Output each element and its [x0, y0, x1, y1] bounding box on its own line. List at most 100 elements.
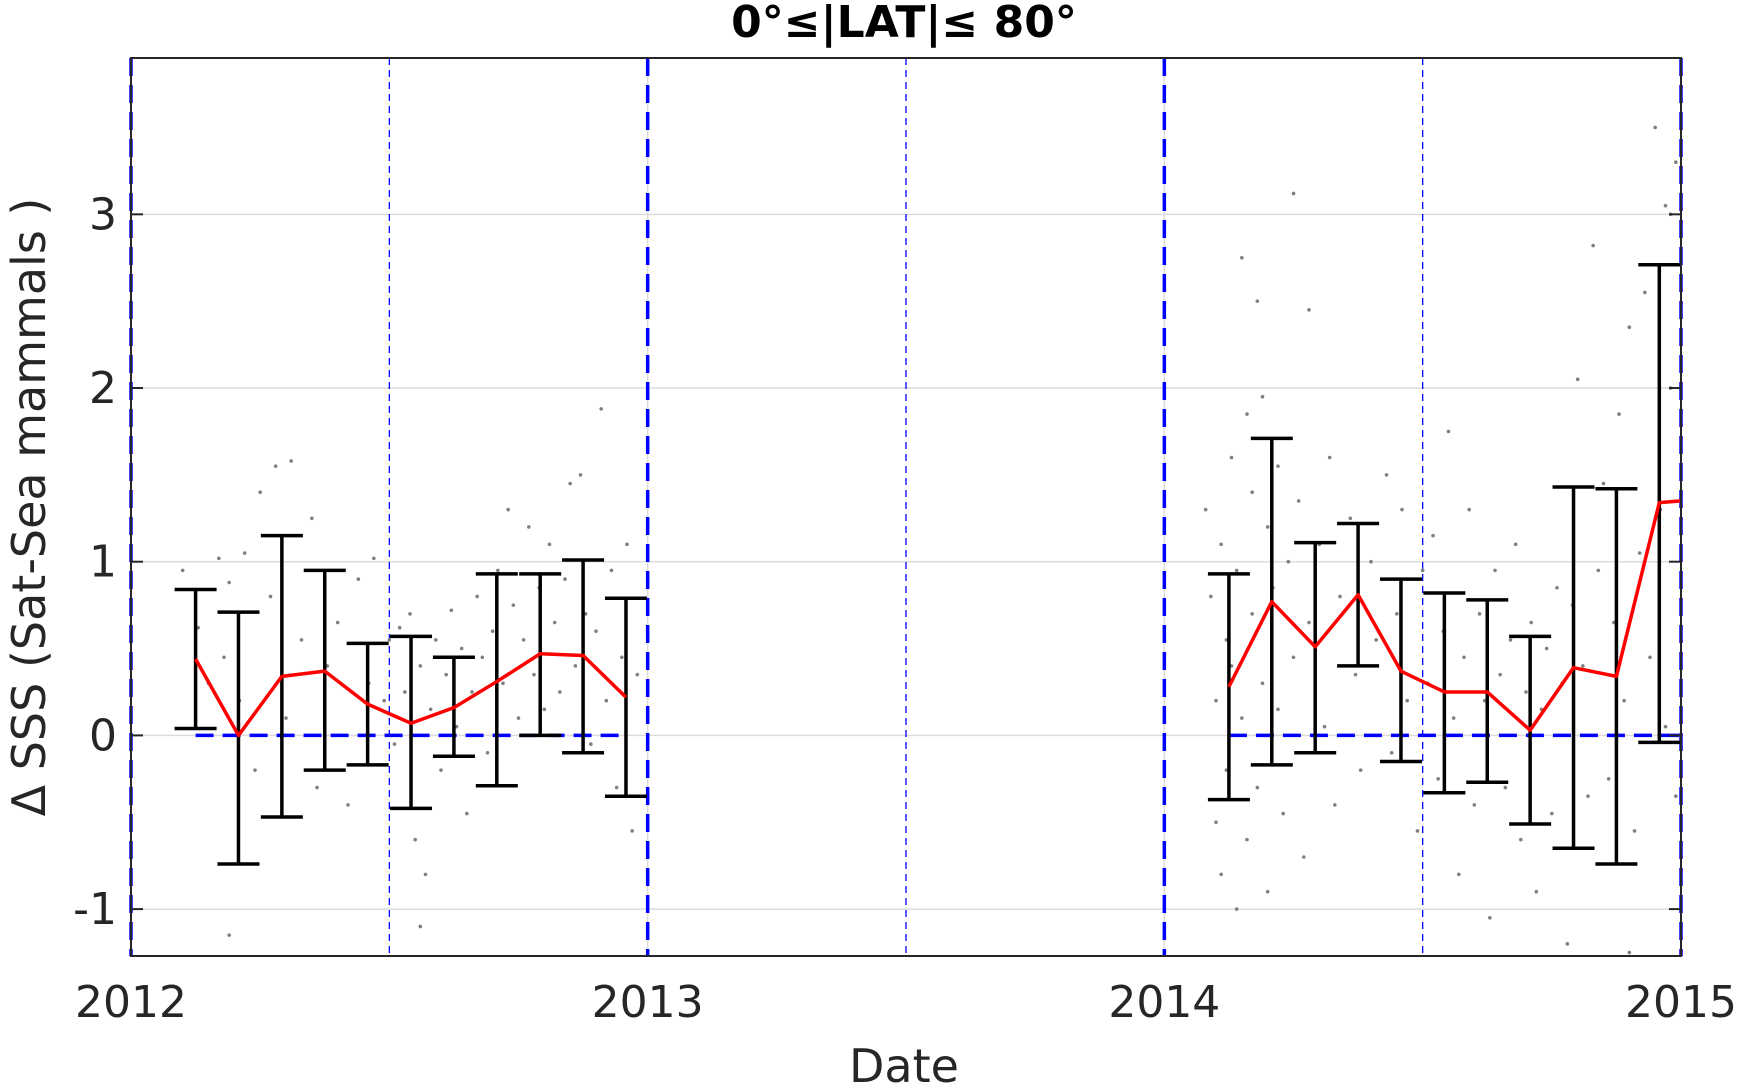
data-point: [1296, 499, 1301, 503]
data-point: [1477, 612, 1482, 616]
data-point: [1389, 750, 1394, 755]
data-point: [1565, 942, 1570, 946]
data-point: [1632, 829, 1637, 833]
data-point: [1544, 646, 1549, 651]
data-point: [1622, 698, 1626, 703]
data-point: [1451, 716, 1456, 720]
data-point: [1240, 255, 1244, 260]
data-point: [372, 556, 376, 561]
data-point: [511, 603, 516, 607]
data-point: [1291, 191, 1296, 196]
data-point: [506, 507, 510, 512]
data-point: [527, 525, 531, 529]
data-point: [1209, 594, 1213, 599]
data-point: [1302, 855, 1306, 859]
data-point: [413, 837, 417, 842]
data-point: [1575, 377, 1580, 382]
data-point: [1219, 542, 1223, 547]
data-point: [1637, 551, 1642, 555]
data-point: [1457, 872, 1461, 877]
mean-line: [194, 499, 1682, 738]
data-point: [470, 690, 474, 694]
data-point: [217, 556, 221, 561]
data-point: [1234, 907, 1239, 911]
data-point: [614, 785, 619, 790]
data-point: [1431, 533, 1435, 538]
data-point: [1446, 429, 1451, 434]
data-point: [1255, 785, 1260, 790]
data-point: [1586, 794, 1590, 799]
data-point: [459, 646, 464, 651]
y-tick-label: 2: [89, 363, 117, 414]
y-tick-label: -1: [73, 884, 117, 935]
data-point: [1307, 620, 1311, 625]
data-point: [1648, 655, 1652, 660]
data-point: [315, 785, 319, 790]
data-point: [1674, 794, 1678, 799]
data-point: [1348, 516, 1353, 521]
data-point: [1250, 490, 1254, 495]
data-point: [403, 690, 407, 694]
data-point: [501, 681, 505, 686]
data-point: [180, 568, 185, 573]
axes-box: [130, 57, 1682, 957]
data-point: [1508, 638, 1513, 642]
data-point: [1462, 655, 1466, 660]
data-point: [1467, 507, 1471, 512]
data-point: [568, 481, 572, 486]
data-point: [1524, 690, 1528, 694]
data-point: [335, 620, 340, 625]
data-point: [299, 638, 304, 642]
data-point: [356, 577, 361, 581]
data-point: [1214, 698, 1218, 703]
data-point: [1581, 664, 1585, 668]
mean-line-segment: [194, 652, 628, 738]
data-point: [635, 672, 640, 677]
data-point: [1214, 820, 1218, 825]
data-point: [1436, 777, 1440, 781]
data-point: [1488, 915, 1492, 920]
data-point: [418, 924, 423, 929]
data-point: [227, 933, 231, 937]
data-point: [1250, 612, 1254, 616]
data-point: [273, 464, 278, 468]
data-point: [475, 594, 479, 599]
data-point: [1327, 455, 1332, 460]
y-axis-label: Δ SSS (Sat-Sea mammals ): [2, 198, 56, 817]
data-point: [1276, 707, 1280, 712]
data-point: [1203, 507, 1208, 512]
x-tick-label: 2014: [1108, 977, 1220, 1028]
x-tick-label: 2015: [1625, 977, 1737, 1028]
data-point: [227, 580, 231, 585]
data-point: [449, 608, 454, 613]
data-point: [620, 655, 624, 660]
y-tick-label: 3: [89, 189, 117, 240]
data-point: [465, 811, 469, 816]
data-point: [242, 551, 247, 555]
data-point: [1265, 525, 1270, 529]
data-point: [1322, 724, 1327, 729]
error-bar: [217, 610, 260, 866]
data-point: [1617, 412, 1621, 416]
x-tick-label: 2012: [75, 977, 187, 1028]
data-point: [310, 516, 314, 521]
data-point: [1286, 559, 1291, 564]
data-point: [630, 829, 634, 833]
data-point: [1596, 568, 1601, 573]
data-point: [490, 629, 495, 633]
axis-ticks: -1 0 1 2 3 2012 2013 2014 2015: [73, 189, 1737, 1028]
data-point: [392, 742, 397, 746]
data-point: [1643, 290, 1647, 295]
data-point: [1333, 803, 1337, 807]
data-point: [1358, 768, 1363, 772]
data-point: [1627, 950, 1632, 955]
data-point: [408, 612, 412, 616]
data-point: [1627, 325, 1632, 330]
data-point: [346, 803, 350, 807]
data-point: [532, 672, 536, 677]
data-point: [578, 473, 583, 477]
data-point: [599, 407, 603, 411]
data-point: [253, 768, 257, 772]
data-point: [418, 664, 423, 668]
data-point: [1601, 481, 1606, 486]
